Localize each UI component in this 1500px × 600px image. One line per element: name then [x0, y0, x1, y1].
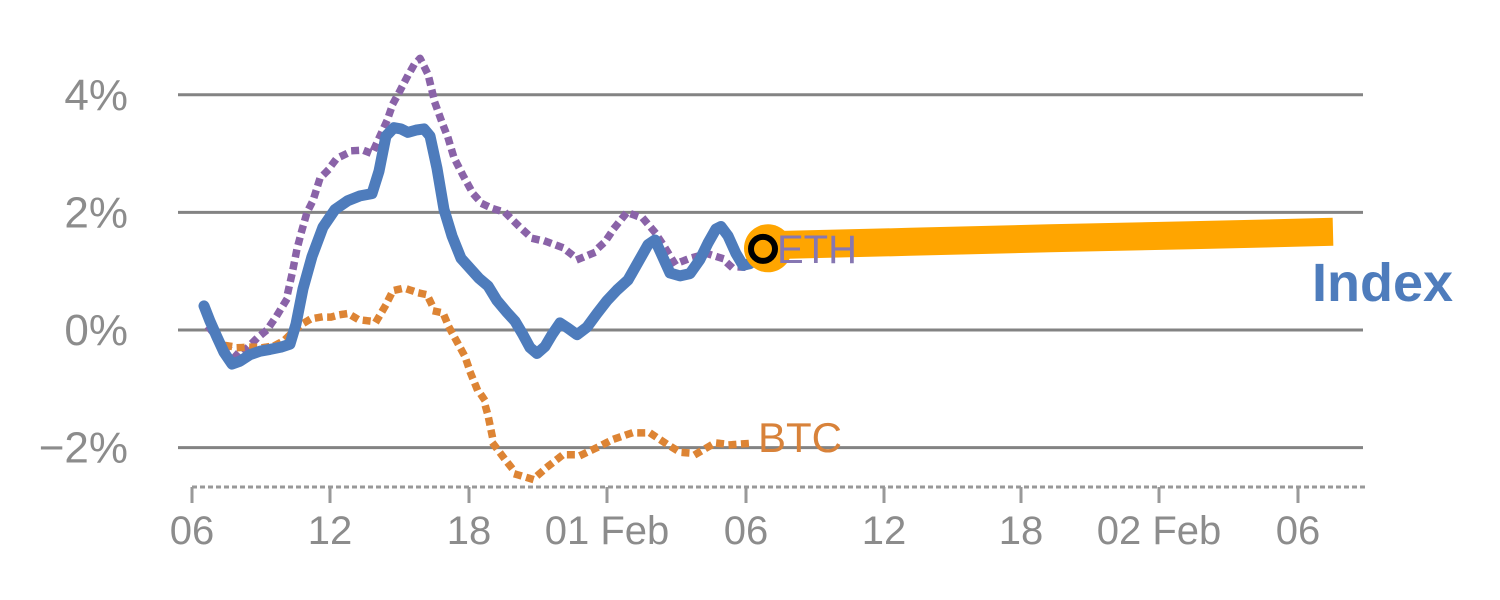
eth-dotted-line — [204, 54, 757, 361]
x-tick-label: 06 — [170, 509, 215, 553]
btc-dotted-line — [223, 285, 753, 484]
x-tick-label: 12 — [308, 509, 353, 553]
x-tick-label: 18 — [447, 509, 492, 553]
x-tick-label: 01 Feb — [545, 509, 670, 553]
btc-series-label: BTC — [758, 414, 842, 461]
x-tick-label: 06 — [1276, 509, 1321, 553]
x-tick-label: 18 — [999, 509, 1044, 553]
open-circle-marker — [748, 233, 778, 264]
y-tick-label: 0% — [64, 306, 128, 355]
y-tick-label: 4% — [64, 71, 128, 120]
index-line — [198, 122, 763, 370]
x-tick-label: 02 Feb — [1097, 509, 1222, 553]
eth-forecast-band — [767, 217, 1334, 260]
x-tick-label: 12 — [862, 509, 907, 553]
y-tick-label: 2% — [64, 188, 128, 237]
y-tick-label: −2% — [39, 424, 128, 473]
index-series-label: Index — [1312, 253, 1454, 313]
x-tick-label: 06 — [724, 509, 769, 553]
eth-series-label: ETH — [777, 228, 857, 272]
